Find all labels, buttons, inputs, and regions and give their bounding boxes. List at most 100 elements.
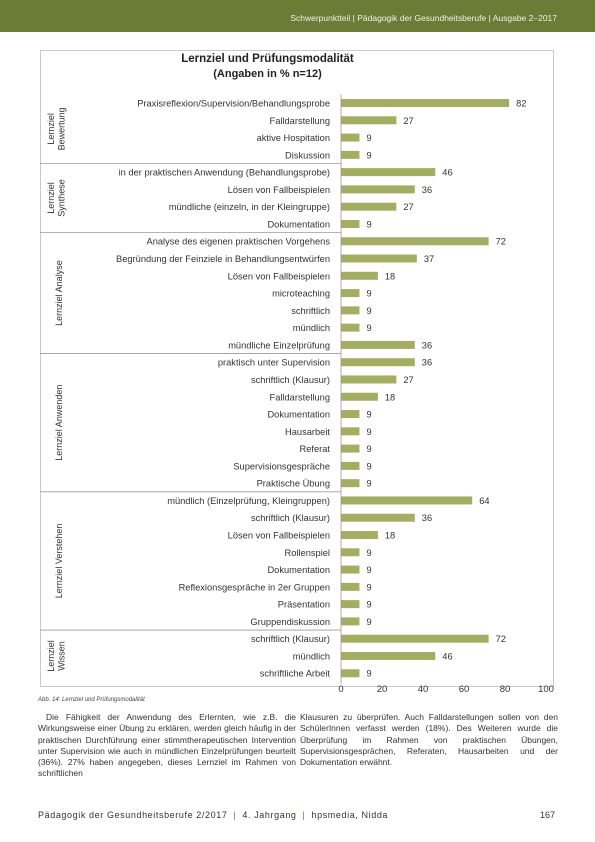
data-label: 9: [366, 548, 371, 558]
bar: [341, 99, 510, 107]
data-label: 9: [366, 306, 371, 316]
category-label: Lösen von Fallbeispielen: [228, 185, 330, 195]
x-tick-label: 100: [538, 684, 554, 695]
chart-title: Lernziel und Prüfungsmodalität: [181, 53, 354, 65]
data-label: 9: [366, 323, 371, 333]
footer-journal: Pädagogik der Gesundheitsberufe 2/2017: [38, 810, 228, 820]
x-tick-label: 20: [377, 684, 388, 695]
data-label: 9: [366, 444, 371, 454]
category-label: schriftlich (Klausur): [251, 375, 330, 385]
category-label: praktisch unter Supervision: [218, 358, 330, 368]
category-label: Begründung der Feinziele in Behandlungse…: [116, 254, 330, 264]
category-label: Praktische Übung: [257, 479, 330, 489]
category-label: mündlich: [293, 651, 330, 661]
data-label: 18: [385, 271, 395, 281]
bar: [341, 427, 360, 436]
data-label: 9: [366, 565, 371, 575]
bar: [341, 323, 360, 332]
category-label: Rollenspiel: [285, 548, 330, 558]
data-label: 46: [442, 651, 452, 661]
bar: [341, 565, 360, 574]
group-label: Lernziel Verstehen: [54, 524, 64, 599]
category-label: Supervisionsgespräche: [233, 461, 330, 471]
header-bar: Schwerpunktteil | Pädagogik der Gesundhe…: [0, 0, 595, 32]
bar: [341, 237, 489, 246]
data-label: 18: [385, 392, 395, 402]
group-label: LernzielSynthese: [46, 179, 67, 217]
bar: [341, 479, 360, 488]
category-label: aktive Hospitation: [257, 133, 330, 143]
category-label: Reflexionsgespräche in 2er Gruppen: [179, 582, 330, 592]
data-label: 9: [366, 669, 371, 679]
footer: Pädagogik der Gesundheitsberufe 2/2017 | 4…: [38, 810, 388, 820]
bar: [341, 513, 415, 522]
data-label: 72: [496, 634, 506, 644]
bar: [341, 548, 360, 557]
data-label: 27: [403, 116, 413, 126]
bar: [341, 254, 417, 263]
bar: [341, 444, 360, 453]
category-label: Dokumentation: [267, 410, 330, 420]
bar: [341, 392, 378, 401]
category-label: schriftlich (Klausur): [251, 513, 330, 523]
bar: [341, 340, 415, 349]
data-label: 18: [385, 531, 395, 541]
data-label: 9: [366, 410, 371, 420]
category-label: schriftliche Arbeit: [260, 669, 331, 679]
bar: [341, 375, 397, 384]
category-label: schriftlich (Klausur): [251, 634, 330, 644]
category-label: Präsentation: [278, 600, 330, 610]
data-label: 9: [366, 150, 371, 160]
data-label: 27: [403, 375, 413, 385]
category-label: mündliche Einzelprüfung: [228, 340, 330, 350]
data-label: 9: [366, 461, 371, 471]
chart-subtitle: (Angaben in % n=12): [213, 68, 322, 80]
figure-caption: Abb. 14: Lernziel und Prüfungsmodalität: [38, 697, 145, 703]
data-label: 37: [424, 254, 434, 264]
bar: [341, 185, 415, 194]
bar: [341, 410, 360, 419]
category-label: Gruppendiskussion: [250, 617, 330, 627]
body-text-right: Klausuren zu überprüfen. Auch Falldarste…: [300, 712, 558, 768]
category-label: schriftlich: [291, 306, 330, 316]
x-tick-label: 40: [418, 684, 429, 695]
bar: [341, 617, 360, 626]
data-label: 9: [366, 219, 371, 229]
bar: [341, 358, 415, 367]
data-label: 36: [422, 513, 432, 523]
bar: [341, 289, 360, 298]
bar: [341, 306, 360, 315]
bar: [341, 150, 360, 159]
figure-frame: [40, 50, 554, 687]
running-title: Schwerpunktteil | Pädagogik der Gesundhe…: [290, 13, 557, 23]
category-label: Dokumentation: [267, 565, 330, 575]
category-label: Lösen von Fallbeispielen: [228, 531, 330, 541]
data-label: 9: [366, 600, 371, 610]
bar: [341, 600, 360, 609]
footer-publisher: hpsmedia, Nidda: [311, 810, 389, 820]
data-label: 36: [422, 185, 432, 195]
data-label: 9: [366, 617, 371, 627]
data-label: 72: [496, 237, 506, 247]
category-label: Dokumentation: [267, 219, 330, 229]
category-label: microteaching: [272, 289, 330, 299]
x-tick-label: 0: [338, 684, 343, 695]
bar: [341, 651, 436, 660]
category-label: in der praktischen Anwendung (Behandlung…: [119, 168, 330, 178]
data-label: 64: [479, 496, 489, 506]
body-text-left: Die Fähigkeit der Anwendung des Erlernte…: [38, 712, 296, 779]
category-label: Lösen von Fallbeispielen: [228, 271, 330, 281]
data-label: 9: [366, 289, 371, 299]
data-label: 9: [366, 133, 371, 143]
bar: [341, 582, 360, 591]
bar: [341, 669, 360, 678]
bar: [341, 133, 360, 142]
category-label: mündlich (Einzelprüfung, Kleingruppen): [167, 496, 330, 506]
data-label: 36: [422, 358, 432, 368]
bar: [341, 271, 378, 280]
group-label: LernzielWissen: [46, 640, 67, 672]
bar: [341, 168, 436, 177]
data-label: 9: [366, 427, 371, 437]
category-label: Diskussion: [285, 150, 330, 160]
bar: [341, 202, 397, 211]
